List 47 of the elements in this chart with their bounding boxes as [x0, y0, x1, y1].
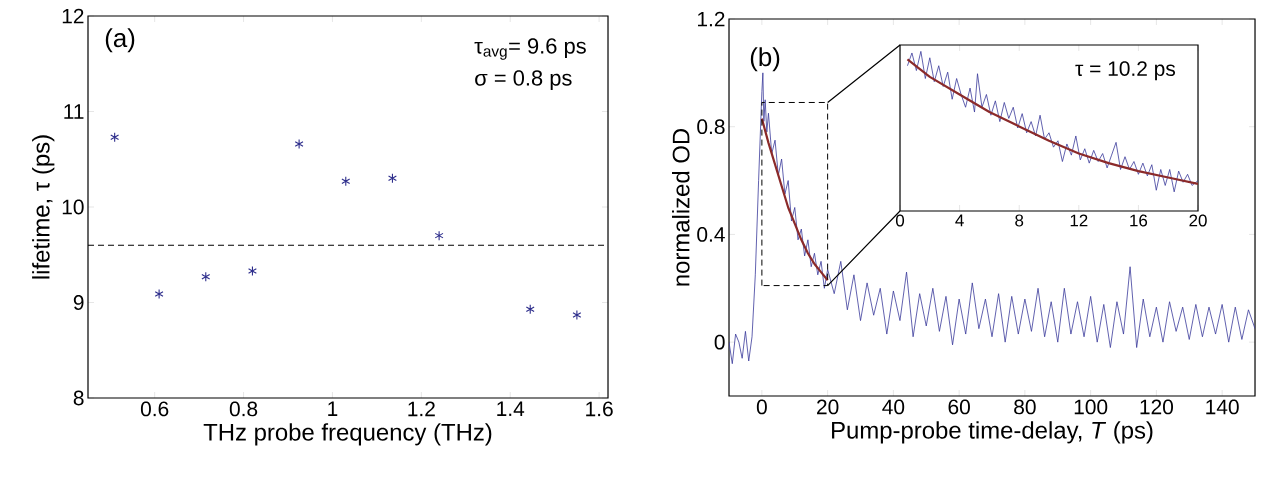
y-tick-label: 11: [64, 104, 84, 119]
x-tick-label: 60: [948, 399, 970, 415]
point: [110, 132, 120, 143]
annotation: τ = 10.2 ps: [1075, 61, 1176, 81]
point: [294, 138, 304, 150]
y-tick-label: 0.8: [697, 119, 725, 135]
annotation: (b): [750, 47, 780, 72]
x-tick-label: 0: [895, 214, 905, 227]
x-tick-label: 80: [1014, 399, 1036, 415]
x-axis-title: Pump-probe time-delay, T (ps): [832, 421, 1153, 444]
annotation: σ = 0.8 ps: [475, 70, 572, 91]
x-tick-label: 140: [1206, 399, 1239, 415]
point: [201, 271, 211, 282]
point: [525, 304, 535, 315]
x-tick-label: 12: [1070, 214, 1088, 227]
y-tick-label: 1.2: [698, 11, 725, 27]
y-axis-title: normalized OD: [672, 128, 690, 286]
x-tick-label: 1.4: [497, 401, 525, 416]
x-tick-label: 1.2: [408, 401, 435, 417]
x-tick-label: 4: [955, 214, 964, 227]
y-tick-label: 9: [73, 295, 84, 310]
y-tick-label: 0.4: [697, 227, 725, 242]
point: [154, 288, 164, 299]
y-tick-label: 0: [714, 334, 725, 350]
x-tick-label: 0.8: [229, 401, 258, 417]
x-tick-label: 20: [1189, 214, 1207, 227]
y-tick-label: 12: [62, 8, 84, 24]
annotation: τ$_{avg}$= 9.6 ps: [474, 38, 586, 60]
x-tick-label: 1: [328, 401, 338, 416]
x-tick-label: 0: [756, 399, 767, 415]
y-tick-label: 10: [62, 199, 84, 215]
x-tick-label: 20: [817, 399, 839, 415]
point: [248, 265, 257, 277]
point: [572, 309, 582, 320]
x-tick-label: 40: [882, 399, 905, 415]
point: [341, 176, 351, 187]
x-tick-label: 8: [1015, 214, 1024, 227]
x-tick-label: 16: [1130, 214, 1148, 227]
x-tick-label: 0.6: [140, 401, 169, 417]
x-axis-title: THz probe frequency (THz): [203, 423, 492, 446]
x-tick-label: 120: [1140, 399, 1174, 415]
y-axis-title: lifetime, τ (ps): [32, 135, 55, 279]
annotation: (a): [105, 28, 135, 53]
x-tick-label: 1.6: [586, 401, 613, 417]
x-tick-label: 100: [1074, 399, 1108, 415]
point: [388, 173, 397, 184]
point: [434, 230, 444, 241]
